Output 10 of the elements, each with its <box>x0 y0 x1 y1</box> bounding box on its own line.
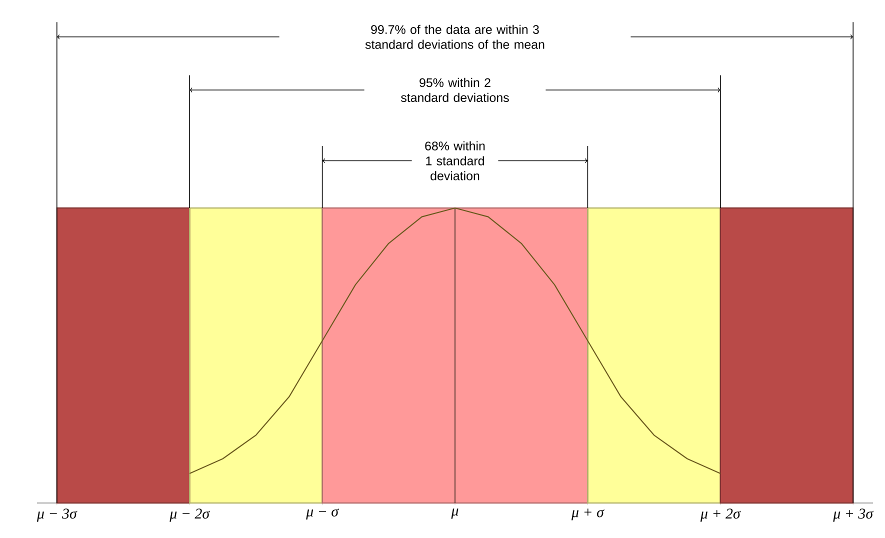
text: 95% within 2 standard deviations <box>401 78 509 102</box>
text: 99.7% of the data are within 3 standard deviations of the mean <box>365 24 544 49</box>
x-tick-label: μ − 3σ <box>36 508 78 522</box>
text: 68% within 1 standard deviation <box>425 141 485 180</box>
x-tick-label: μ + 3σ <box>833 508 874 522</box>
x-tick-label: μ <box>451 508 458 519</box>
x-tick-label: μ + σ <box>571 508 604 520</box>
x-tick-label: μ − 2σ <box>170 508 210 522</box>
x-tick-label: μ − σ <box>306 508 339 520</box>
x-tick-label: μ + 2σ <box>700 508 741 522</box>
